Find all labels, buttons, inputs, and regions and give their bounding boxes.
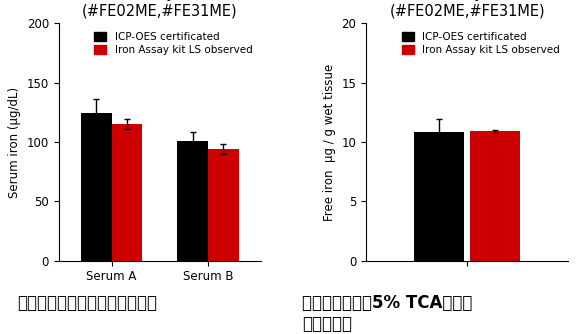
Bar	[177, 141, 208, 261]
Y-axis label: Free iron  μg / g wet tissue: Free iron μg / g wet tissue	[323, 63, 336, 220]
Bar	[81, 114, 111, 261]
Bar	[111, 124, 142, 261]
Legend: ICP-OES certificated, Iron Assay kit LS observed: ICP-OES certificated, Iron Assay kit LS …	[91, 29, 255, 58]
Bar	[414, 133, 464, 261]
Bar	[208, 149, 239, 261]
Title: Iron Assay kit LS
(#FE02ME,#FE31ME): Iron Assay kit LS (#FE02ME,#FE31ME)	[390, 0, 545, 18]
Text: 可准确检测不同水平的血浆样品: 可准确检测不同水平的血浆样品	[18, 294, 158, 312]
Title: Iron Assay kit LS
(#FE02ME,#FE31ME): Iron Assay kit LS (#FE02ME,#FE31ME)	[82, 0, 237, 18]
Text: 可准确检测通过5% TCA提取的
组织提取液: 可准确检测通过5% TCA提取的 组织提取液	[302, 294, 472, 333]
Y-axis label: Serum iron (μg/dL): Serum iron (μg/dL)	[8, 87, 21, 197]
Bar	[471, 131, 520, 261]
Legend: ICP-OES certificated, Iron Assay kit LS observed: ICP-OES certificated, Iron Assay kit LS …	[398, 29, 563, 58]
